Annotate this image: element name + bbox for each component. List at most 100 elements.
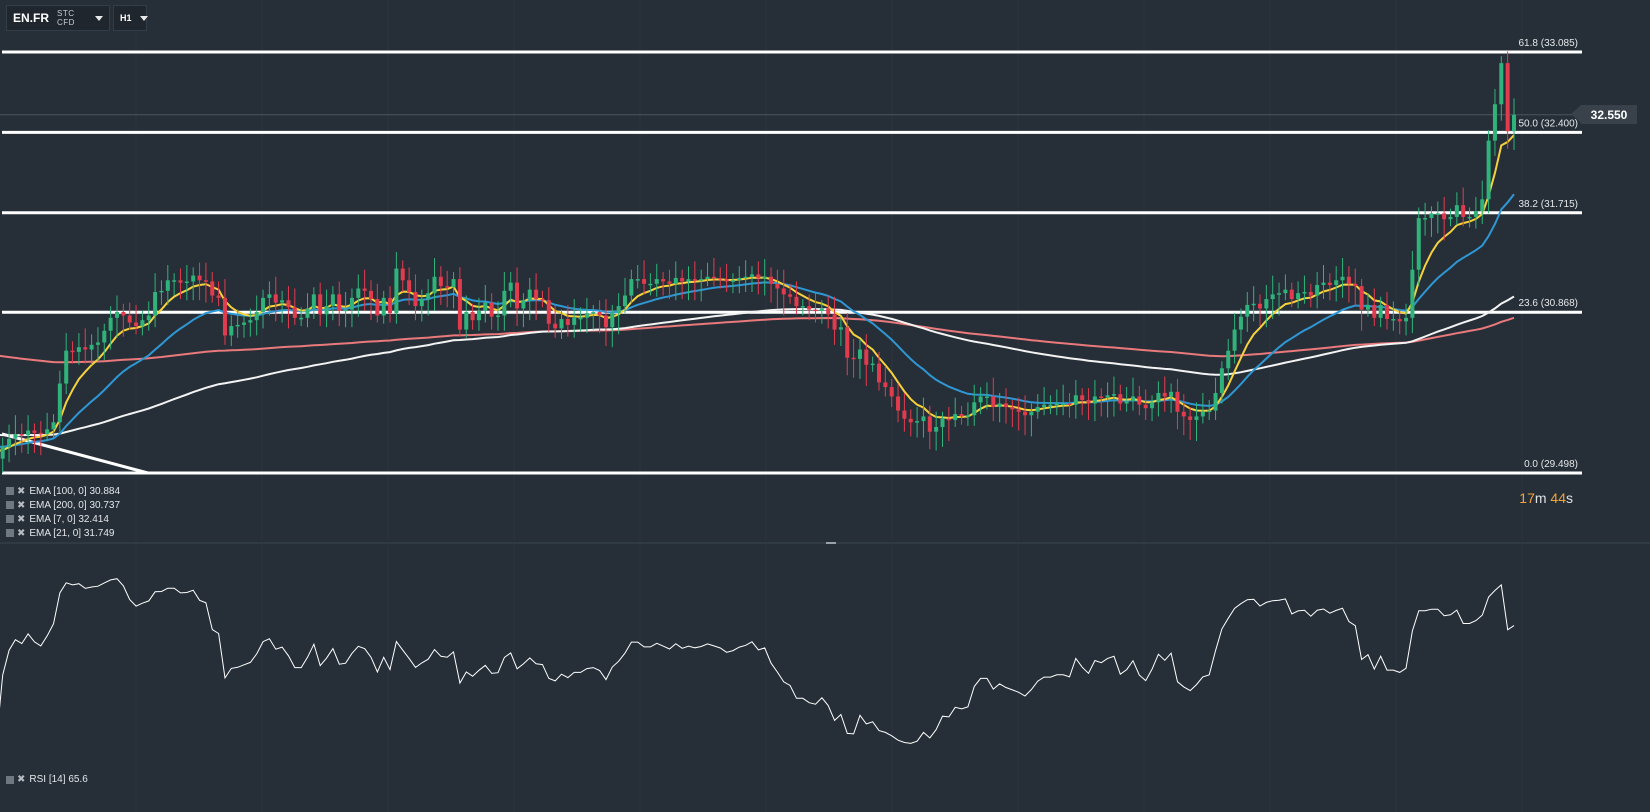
settings-icon[interactable] (6, 501, 14, 509)
settings-icon[interactable] (6, 529, 14, 537)
candle-body (261, 297, 266, 312)
candle-body (292, 307, 297, 318)
legend-row-ema200[interactable]: ✖ EMA [200, 0] 30.737 (6, 498, 120, 512)
candle-body (997, 403, 1002, 408)
candle-body (115, 311, 119, 318)
candle-body (1016, 409, 1021, 412)
candle-body (121, 311, 126, 316)
candle-body (1467, 216, 1472, 219)
candle-body (756, 274, 761, 278)
candle-body (1067, 403, 1072, 406)
candle-body (1512, 114, 1516, 132)
remove-icon[interactable]: ✖ (17, 499, 26, 511)
candle-body (1391, 319, 1396, 321)
candle-body (483, 302, 488, 311)
indicator-label: EMA [7, 0] (29, 513, 76, 525)
candle-body (349, 297, 354, 310)
remove-icon[interactable]: ✖ (17, 774, 26, 785)
candle-body (1143, 404, 1148, 409)
candle-body (629, 279, 634, 296)
remove-icon[interactable]: ✖ (17, 527, 26, 539)
candle-body (775, 283, 780, 289)
legend-row-ema7[interactable]: ✖ EMA [7, 0] 32.414 (6, 512, 120, 526)
chevron-down-icon (139, 15, 148, 21)
fib-label: 50.0 (32.400) (1519, 118, 1579, 129)
candle-body (1461, 205, 1466, 217)
candle-body (838, 327, 843, 330)
candle-body (318, 294, 323, 315)
candle-body (984, 396, 989, 398)
candle-body (1232, 329, 1237, 351)
candle-body (502, 290, 507, 316)
candle-body (1315, 284, 1320, 296)
candle-body (178, 280, 183, 283)
candle-body (851, 357, 856, 360)
fib-label: 23.6 (30.868) (1519, 298, 1579, 309)
candle-body (591, 311, 596, 314)
candle-body (1086, 399, 1091, 404)
candle-body (476, 310, 481, 321)
candle-body (1359, 286, 1364, 310)
candle-body (864, 349, 869, 365)
candle-body (870, 363, 875, 366)
candle-body (1258, 303, 1262, 309)
candle-body (1277, 293, 1282, 295)
candle-body (1416, 218, 1421, 270)
candle-body (508, 282, 513, 291)
fibonacci-retracement[interactable]: 61.8 (33.085) 50.0 (32.400) 38.2 (31.715) 2… (2, 38, 1582, 475)
candle-body (1042, 404, 1047, 408)
candle-body (1442, 213, 1447, 220)
candle-body (1092, 396, 1097, 404)
candle-body (1131, 396, 1135, 402)
candle-body (1219, 368, 1224, 393)
remove-icon[interactable]: ✖ (17, 513, 26, 525)
candle-body (32, 430, 37, 433)
candle-body (432, 276, 437, 294)
candle-body (965, 415, 970, 417)
countdown-minutes-unit: m (1534, 490, 1547, 506)
settings-icon[interactable] (6, 515, 14, 523)
indicator-label: EMA [200, 0] (29, 499, 87, 511)
rsi-legend[interactable]: ✖ RSI [14] 65.6 (6, 774, 88, 785)
candle-body (197, 275, 202, 281)
candle-body (1397, 319, 1402, 322)
settings-icon[interactable] (6, 775, 14, 784)
candle-body (1035, 407, 1040, 412)
candle-body (1404, 317, 1409, 322)
candle-body (807, 306, 812, 310)
candle-body (1080, 395, 1085, 400)
settings-icon[interactable] (6, 487, 14, 495)
candle-body (654, 279, 659, 284)
candle-body (927, 416, 932, 432)
remove-icon[interactable]: ✖ (17, 485, 26, 497)
indicator-label: EMA [100, 0] (29, 485, 87, 497)
candle-body (915, 421, 920, 423)
legend-row-ema100[interactable]: ✖ EMA [100, 0] 30.884 (6, 484, 120, 498)
symbol-selector[interactable]: EN.FR STC CFD (6, 5, 110, 31)
candle-body (1099, 396, 1104, 398)
candle-body (1492, 104, 1497, 141)
candle-body (546, 300, 551, 324)
legend-row-ema21[interactable]: ✖ EMA [21, 0] 31.749 (6, 526, 120, 540)
candle-body (1175, 391, 1180, 412)
candle-body (1429, 213, 1434, 219)
candle-body (553, 323, 558, 329)
candle-body (1010, 407, 1015, 410)
candle-body (845, 327, 850, 358)
candle-body (235, 324, 240, 327)
candle-body (400, 268, 405, 281)
candle-body (1423, 218, 1428, 220)
candle-body (203, 280, 208, 282)
candle-body (1296, 293, 1301, 300)
candle-body (597, 311, 602, 316)
timeframe-selector[interactable]: H1 (113, 5, 148, 31)
candle-body (1181, 411, 1186, 417)
candle-body (1162, 392, 1167, 397)
candle-body (134, 322, 139, 327)
indicator-value: 32.414 (78, 513, 109, 525)
rsi-label: RSI [14] (29, 774, 66, 785)
candle-body (140, 320, 145, 327)
candle-body (991, 396, 996, 408)
candle-body (750, 274, 754, 277)
